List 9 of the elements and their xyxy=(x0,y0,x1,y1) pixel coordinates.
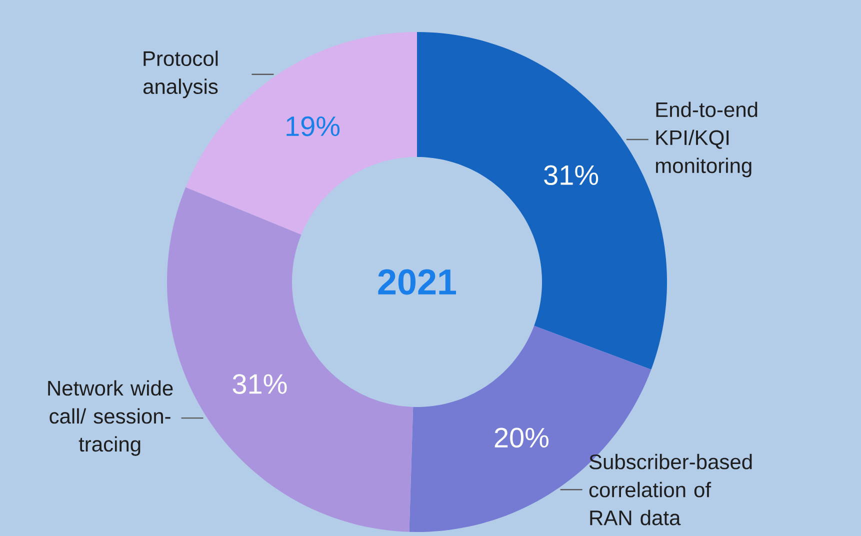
data-label: 31% xyxy=(232,374,287,394)
slice-label: Subscriber-based correlation of RAN data xyxy=(589,454,752,526)
slice-label: End-to-end KPI/KQI monitoring xyxy=(656,102,758,178)
data-label: 20% xyxy=(494,428,548,448)
text: 2021 xyxy=(378,269,456,295)
slice-label: Protocol analysis xyxy=(143,50,218,98)
data-label: 19% xyxy=(286,116,340,136)
data-label: 31% xyxy=(544,165,598,186)
slice-label: Network wide call/ session-tracing xyxy=(48,380,173,456)
